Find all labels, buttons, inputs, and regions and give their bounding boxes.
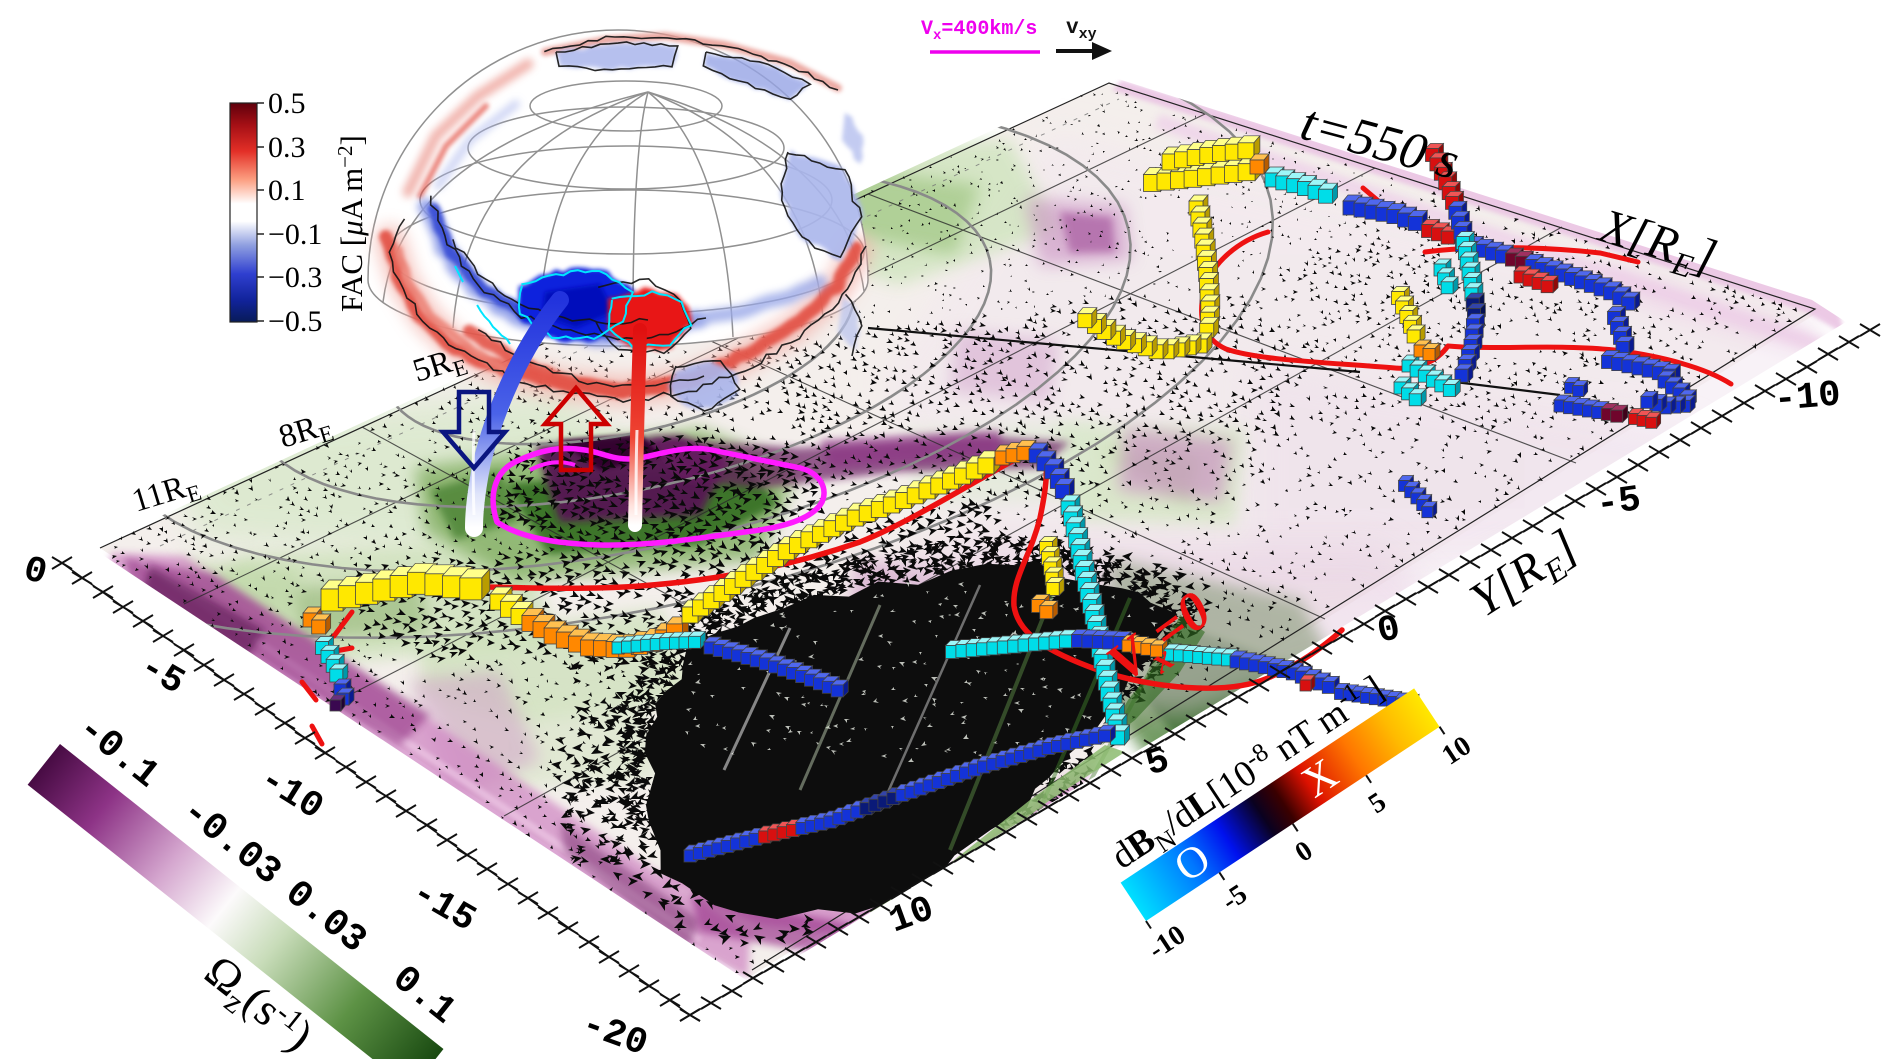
svg-text:−0.3: −0.3 [268, 261, 322, 294]
svg-text:0.1: 0.1 [268, 174, 306, 207]
svg-text:-10: -10 [1772, 374, 1842, 422]
svg-text:0.3: 0.3 [268, 131, 306, 164]
svg-text:−0.1: −0.1 [268, 218, 322, 251]
svg-text:−0.5: −0.5 [268, 305, 322, 338]
svg-text:-5: -5 [1594, 479, 1644, 527]
svg-text:0.5: 0.5 [268, 87, 306, 120]
